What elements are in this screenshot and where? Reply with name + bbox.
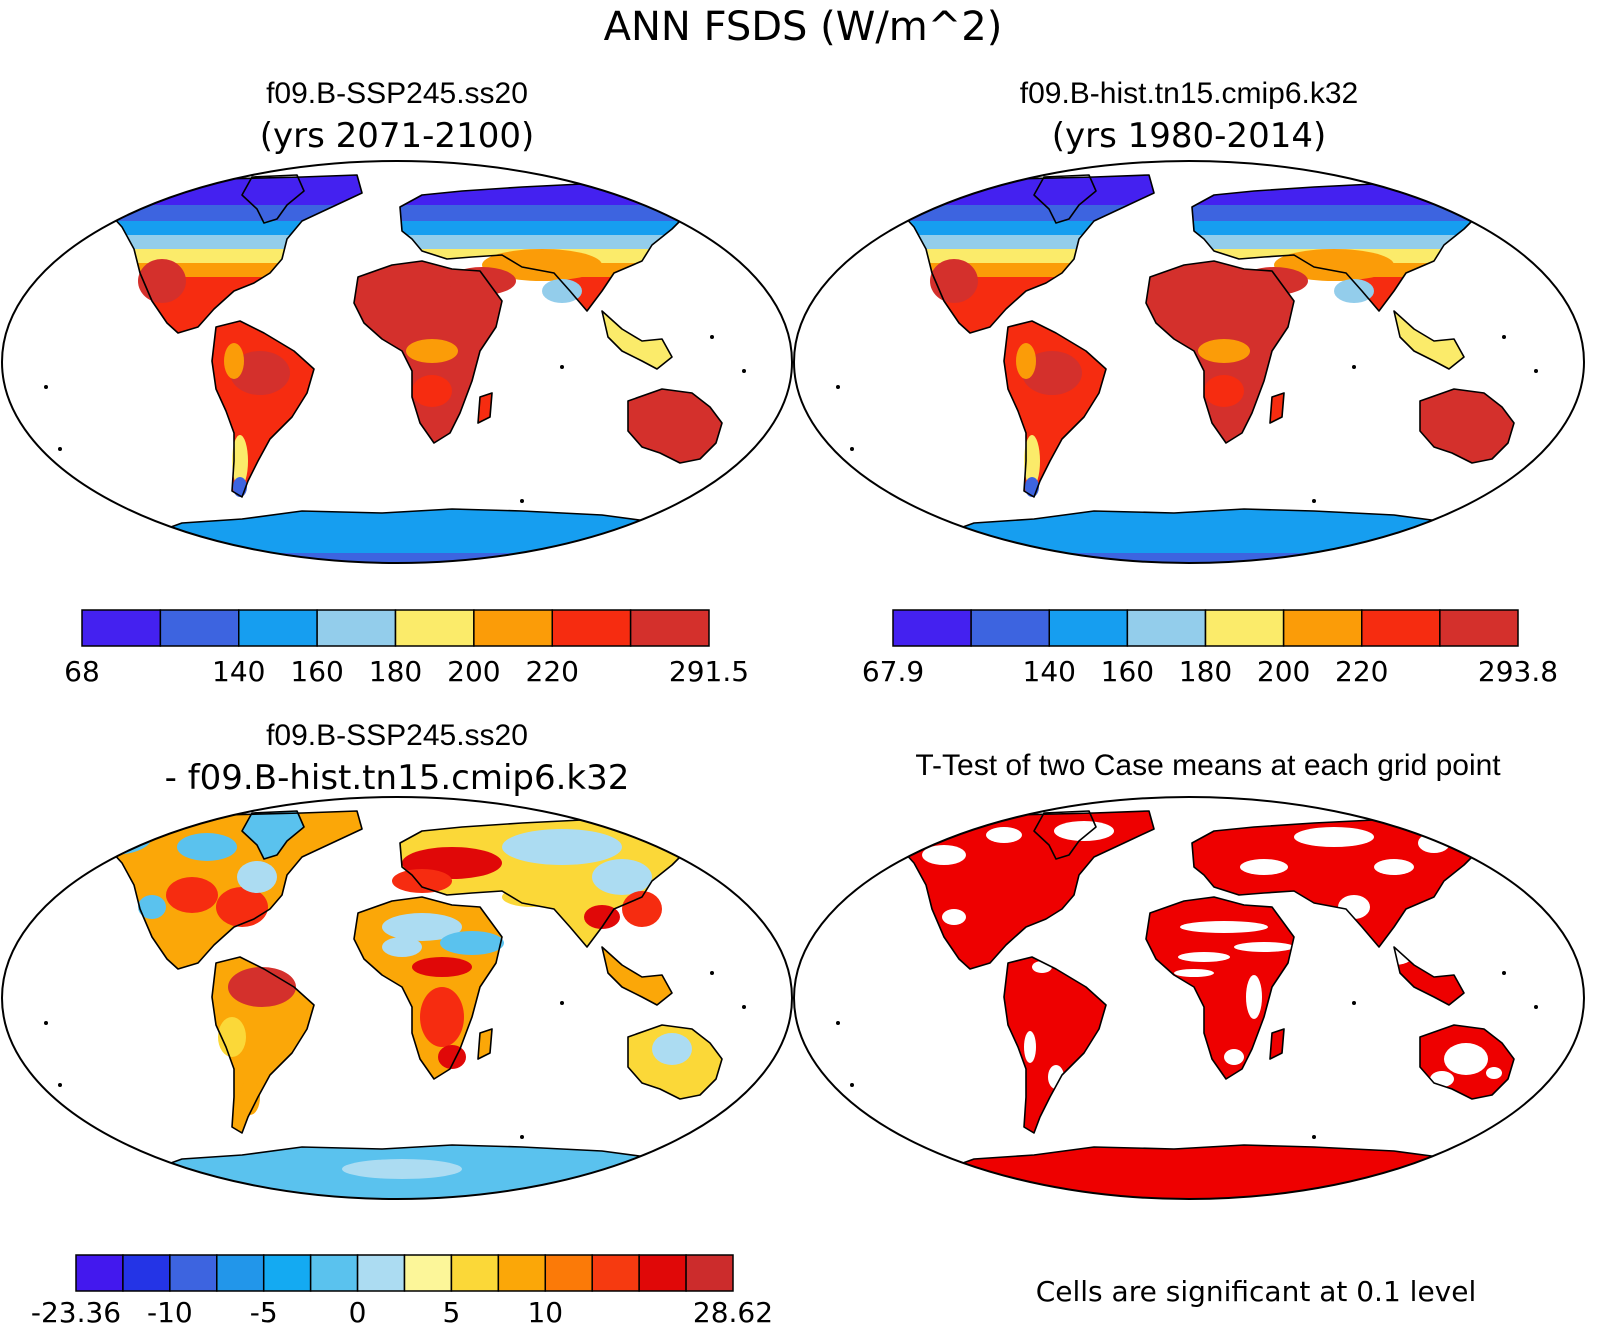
colorbar-swatch [685, 1254, 734, 1292]
colorbar-swatch [473, 609, 553, 647]
panel-difference: f09.B-SSP245.ss20 - f09.B-hist.tn15.cmip… [1, 719, 793, 1323]
colorbar-swatch [551, 609, 632, 647]
colorbar-swatch [122, 1254, 171, 1292]
significance-footnote: Cells are significant at 0.1 level [1036, 1275, 1477, 1308]
colorbar-swatch [159, 609, 240, 647]
colorbar-swatch [1126, 609, 1207, 647]
colorbar-swatch [497, 1254, 547, 1292]
colorbar-tick-label: 180 [369, 655, 422, 688]
colorbar-tick-label: 200 [447, 655, 500, 688]
panel-subtitle: (yrs 1980-2014) [1052, 116, 1326, 156]
panel-subtitle: - f09.B-hist.tn15.cmip6.k32 [165, 758, 630, 798]
colorbar: -23.36 -10 -5 0 5 10 28.62 [31, 1254, 773, 1323]
colorbar-tick-label: 220 [1335, 655, 1388, 688]
colorbar-swatch [970, 609, 1050, 647]
colorbar-swatch [394, 609, 475, 647]
panel-hist: f09.B-hist.tn15.cmip6.k32 (yrs 1980-2014… [793, 77, 1585, 688]
colorbar-tick-label: 68 [64, 655, 100, 688]
colorbar-swatch [169, 1254, 218, 1292]
colorbar-tick-label: 5 [443, 1296, 461, 1323]
colorbar-tick-label: 10 [527, 1296, 563, 1323]
panel-subtitle: (yrs 2071-2100) [260, 116, 534, 156]
colorbar-swatch [1204, 609, 1285, 647]
colorbar-swatch [638, 1254, 687, 1292]
colorbar-swatch [262, 1254, 312, 1292]
colorbar-swatch [81, 609, 162, 647]
colorbar-tick-label: 220 [526, 655, 579, 688]
colorbar-tick-label: 140 [1023, 655, 1076, 688]
colorbar-tick-label: 291.5 [669, 655, 749, 688]
colorbar-tick-label: 160 [290, 655, 343, 688]
colorbar-swatch [892, 609, 972, 647]
colorbar-tick-label: -5 [250, 1296, 278, 1323]
colorbar-swatch [1361, 609, 1441, 647]
colorbar-swatch [216, 1254, 265, 1292]
colorbar-swatch [75, 1254, 124, 1292]
panel-title: T-Test of two Case means at each grid po… [915, 749, 1501, 782]
colorbar-tick-label: -10 [147, 1296, 193, 1323]
colorbar-swatch [238, 609, 318, 647]
colorbar-swatch [544, 1254, 593, 1292]
colorbar-swatch [356, 1254, 406, 1292]
panel-ssp245: f09.B-SSP245.ss20 (yrs 2071-2100) 68 140 1… [1, 77, 793, 688]
colorbar-tick-label: 180 [1179, 655, 1232, 688]
colorbar-tick-label: -23.36 [31, 1296, 121, 1323]
colorbar-tick-label: 140 [212, 655, 265, 688]
panel-title: f09.B-hist.tn15.cmip6.k32 [1020, 77, 1359, 110]
colorbar-swatch [309, 1254, 359, 1292]
colorbar-tick-label: 0 [349, 1296, 367, 1323]
panel-title: f09.B-SSP245.ss20 [266, 77, 528, 110]
colorbar-tick-label: 28.62 [693, 1296, 773, 1323]
colorbar-swatch [1048, 609, 1129, 647]
panel-title: f09.B-SSP245.ss20 [266, 719, 528, 752]
colorbar-tick-label: 67.9 [862, 655, 924, 688]
colorbar-tick-label: 293.8 [1478, 655, 1558, 688]
colorbar-tick-label: 160 [1101, 655, 1154, 688]
colorbar-swatch [591, 1254, 640, 1292]
figure-title: ANN FSDS (W/m^2) [604, 4, 1003, 50]
colorbar-swatch [629, 609, 710, 647]
colorbar-swatch [316, 609, 397, 647]
panel-ttest: T-Test of two Case means at each grid po… [793, 749, 1585, 1308]
colorbar-swatch [450, 1254, 500, 1292]
colorbar: 67.9 140 160 180 200 220 293.8 [862, 609, 1558, 688]
colorbar-swatch [403, 1254, 453, 1292]
colorbar: 68 140 160 180 200 220 291.5 [64, 609, 749, 688]
colorbar-tick-label: 200 [1257, 655, 1310, 688]
colorbar-swatch [1282, 609, 1363, 647]
colorbar-swatch [1439, 609, 1519, 647]
